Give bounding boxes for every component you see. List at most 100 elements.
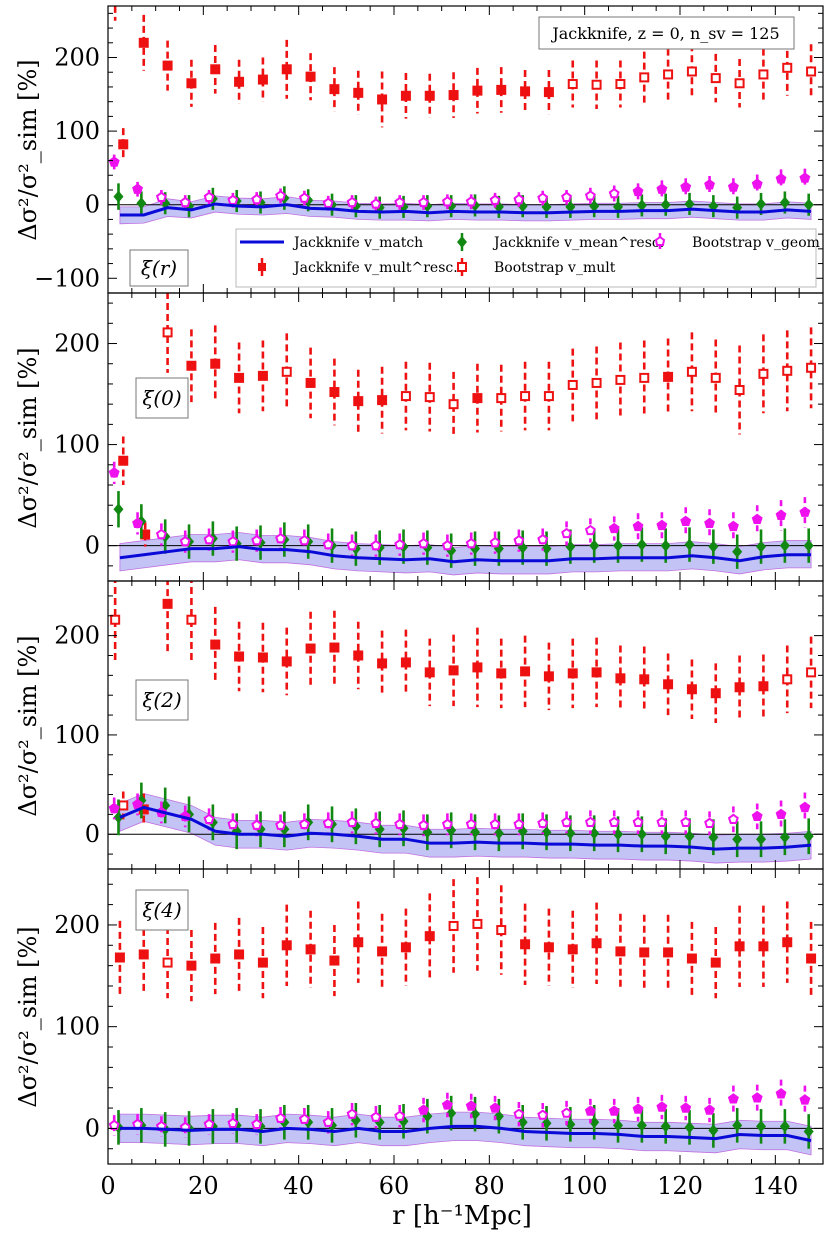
geom-point [584, 1105, 596, 1116]
mult-point [710, 372, 721, 383]
mean-point [113, 811, 124, 824]
geom-point [632, 185, 644, 197]
mean-point [684, 830, 695, 843]
geom-point [751, 513, 763, 524]
geom-point [656, 816, 668, 827]
mean-point [779, 831, 790, 844]
geom-point [346, 196, 358, 208]
mult-point [806, 66, 817, 77]
mean-point [803, 198, 814, 211]
geom-point [155, 191, 167, 202]
mult-point [353, 396, 364, 407]
mult-point [186, 960, 197, 971]
mean-point [732, 545, 743, 558]
mean-point [446, 1107, 457, 1120]
bootstrap-geom-series [108, 154, 811, 212]
mean-point [565, 1118, 576, 1131]
mult-point [424, 392, 435, 403]
geom-point [727, 181, 739, 192]
mult-point [114, 952, 125, 963]
geom-point [322, 538, 334, 550]
y-tick-label: 200 [54, 622, 100, 650]
mult-point [257, 957, 268, 968]
mean-point [779, 196, 790, 209]
mult-point [734, 941, 745, 952]
mult-point [520, 666, 531, 677]
mean-point [660, 1120, 671, 1133]
mean-point [255, 823, 266, 836]
legend-geom-label: Bootstrap v_geom [692, 235, 820, 251]
y-tick-label: 0 [85, 191, 100, 219]
mult-point [758, 681, 769, 692]
mean-point [708, 1124, 719, 1137]
mult-point [591, 938, 602, 949]
geom-point [561, 191, 572, 202]
geom-point [680, 816, 692, 827]
mean-point [756, 197, 767, 210]
geom-point [704, 179, 715, 190]
mean-point [708, 831, 719, 844]
y-tick-labels: 0 100 200 [54, 622, 100, 849]
band-area [119, 1111, 812, 1156]
jackknife-match-line [119, 545, 812, 564]
mult-point [281, 656, 292, 667]
geom-point [298, 534, 310, 546]
geom-point [751, 178, 763, 189]
geom-point [322, 817, 334, 828]
mult-point [710, 688, 721, 699]
mult-point [305, 377, 316, 388]
mult-point [567, 79, 578, 90]
x-tick-label: 60 [379, 1172, 410, 1200]
mult-point [210, 64, 221, 75]
geom-point [775, 173, 787, 184]
legend-geom-swatch [654, 233, 666, 251]
mult-point [424, 931, 435, 942]
mult-point [543, 87, 554, 98]
band-area [119, 532, 812, 576]
geom-point [298, 1113, 310, 1124]
geom-point [370, 539, 382, 551]
geom-point [108, 1119, 120, 1130]
mult-point [424, 90, 435, 101]
mult-point [400, 90, 411, 101]
geom-point [227, 194, 239, 205]
geom-point [203, 533, 215, 545]
x-tick-label: 40 [283, 1172, 314, 1200]
mult-point [257, 370, 268, 381]
mean-point [613, 539, 624, 552]
mult-point [329, 84, 340, 95]
mult-point [567, 944, 578, 955]
mean-point [470, 826, 481, 839]
y-tick-label: 200 [54, 330, 100, 358]
mult-point [118, 139, 129, 150]
geom-point [227, 535, 239, 547]
geom-point [608, 522, 620, 534]
mult-point [734, 385, 745, 396]
panel-tag: ξ(0) [135, 377, 189, 419]
legend-match-label: Jackknife v_match [292, 235, 423, 251]
mult-point [353, 650, 364, 661]
geom-point [179, 196, 191, 208]
x-tick-label: 120 [657, 1172, 703, 1200]
mult-point [257, 74, 268, 85]
bootstrap-geom-series [108, 792, 811, 837]
panel-xi-r: −100 0 100 200 Δσ²/σ²_sim [%] ξ(r) Jackknif… [14, 5, 824, 294]
mean-point [803, 830, 814, 843]
mult-point [138, 949, 149, 960]
mult-point [496, 84, 507, 95]
panel-tag-label: ξ(r) [141, 256, 177, 280]
geom-point [275, 1112, 286, 1123]
geom-point [275, 190, 286, 201]
mean-point [541, 542, 552, 555]
mult-point [782, 937, 793, 948]
mult-point [138, 37, 149, 48]
geom-point [418, 537, 429, 549]
geom-point [799, 506, 811, 517]
mult-point [639, 947, 650, 958]
mult-point [543, 942, 554, 953]
mult-point [710, 957, 721, 968]
mean-point [660, 539, 671, 552]
legend-mean-label: Jackknife v_mean^resc. [492, 235, 664, 251]
geom-point [608, 187, 620, 199]
geom-point [465, 537, 477, 549]
